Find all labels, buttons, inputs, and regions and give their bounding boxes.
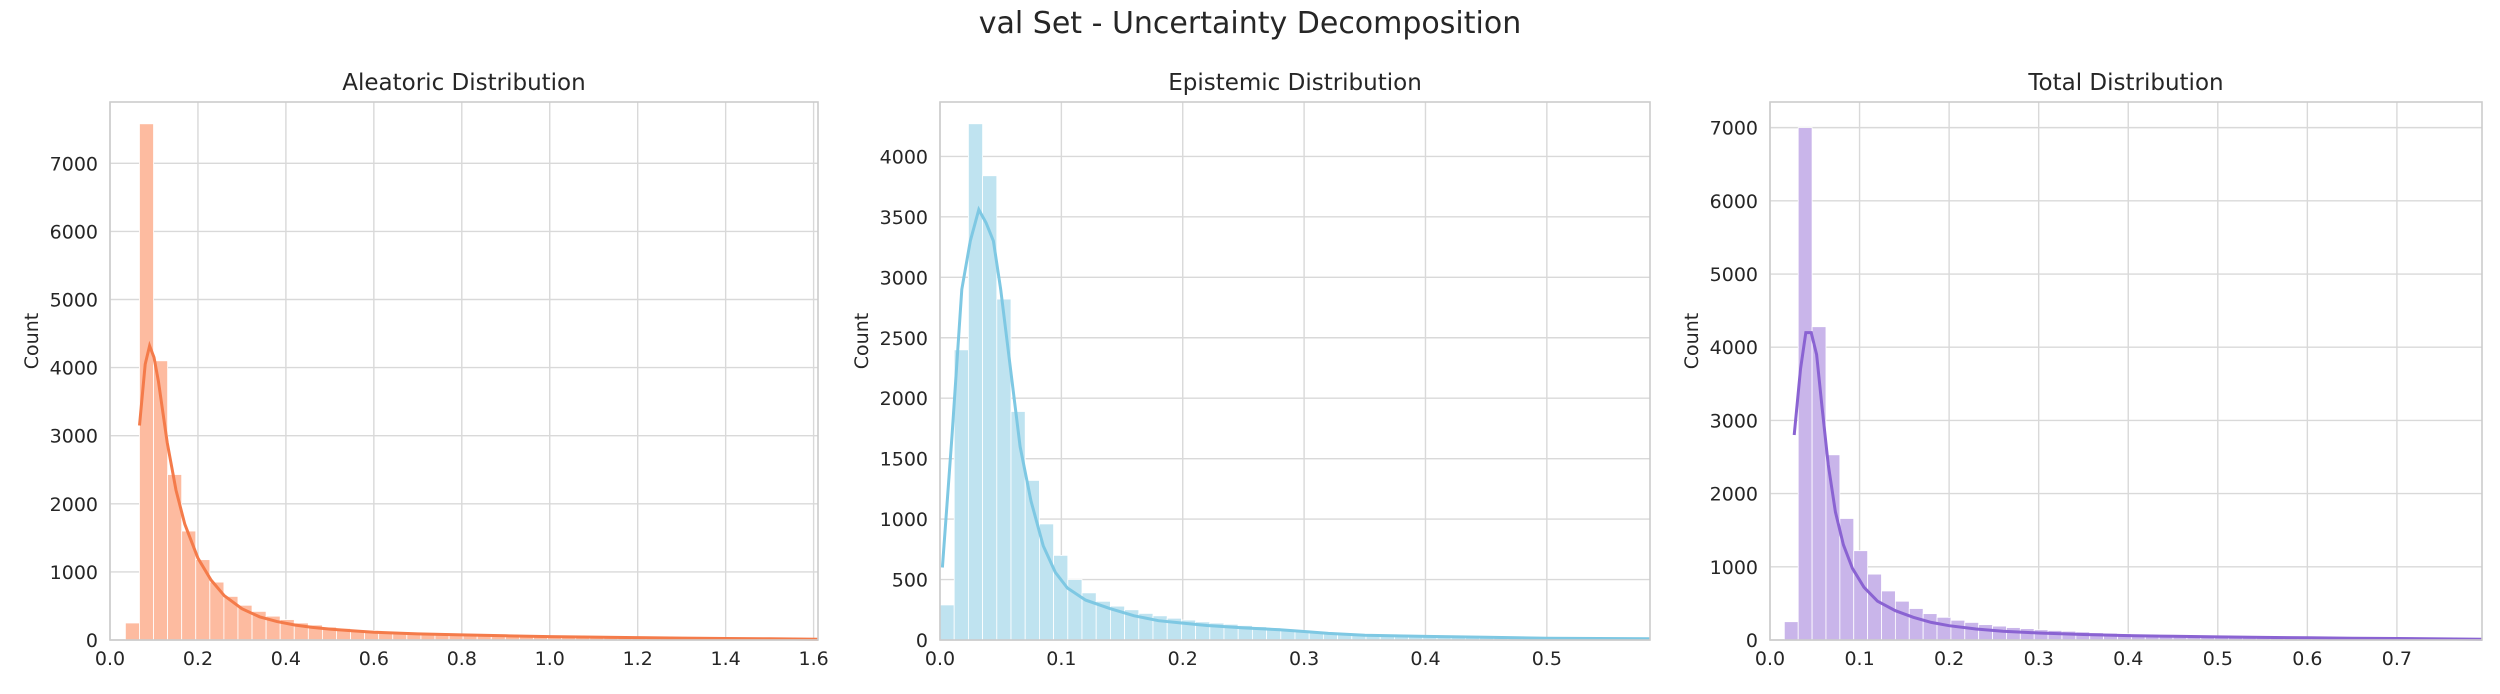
x-tick-label: 1.0	[535, 648, 565, 670]
subplot-title: Epistemic Distribution	[1168, 70, 1422, 96]
x-tick-label: 0.5	[1532, 648, 1562, 670]
x-tick-label: 1.4	[711, 648, 741, 670]
y-tick-label: 0	[1746, 630, 1758, 652]
aleatoric-histogram: 0.0 0.2 0.4 0.6 0.8 1.0 1.2 1.4 1.6 0 1000 2000 3000…	[21, 70, 829, 670]
histogram-bar	[1950, 619, 1966, 641]
kde-line	[1792, 331, 2483, 641]
x-tick-label: 1.2	[623, 648, 653, 670]
x-tick-label: 0.4	[271, 648, 301, 670]
y-tick-label: 6000	[1710, 191, 1758, 213]
y-tick-label: 1000	[1710, 557, 1758, 579]
bars	[1783, 127, 2479, 641]
y-tick-label: 6000	[50, 221, 98, 243]
x-tick-label: 0.2	[1168, 648, 1198, 670]
histogram-bar	[139, 123, 154, 641]
histogram-bar	[1922, 613, 1938, 641]
histogram-bar	[1964, 622, 1980, 641]
histogram-bar	[1053, 554, 1069, 641]
histogram-bar	[2033, 629, 2049, 641]
y-tick-label: 3500	[880, 207, 928, 229]
x-tick-label: 0.7	[2382, 648, 2412, 670]
subplot-title: Aleatoric Distribution	[342, 70, 585, 96]
bars	[124, 123, 816, 641]
histogram-bar	[1010, 411, 1026, 641]
x-tick-label: 0.6	[359, 648, 389, 670]
y-tick-label: 3000	[880, 267, 928, 289]
histogram-bar	[1894, 600, 1910, 641]
x-tick-label: 0.1	[1046, 648, 1076, 670]
histogram-bar	[2006, 627, 2021, 641]
histogram-bar	[1908, 608, 1924, 641]
y-tick-label: 2000	[50, 494, 98, 516]
y-tick-label: 2500	[880, 328, 928, 350]
histogram-bar	[1881, 590, 1896, 641]
plot-frame	[1769, 101, 2483, 641]
x-tick-label: 0.5	[2203, 648, 2233, 670]
y-tick-label: 4000	[50, 358, 98, 380]
y-tick-label: 1000	[50, 562, 98, 584]
figure-title: val Set - Uncertainty Decomposition	[978, 6, 1522, 41]
histogram-bar	[1978, 624, 1993, 641]
epistemic-histogram: 0.0 0.1 0.2 0.3 0.4 0.5 0 500 1000 1500 2000 2500 30…	[851, 70, 1651, 670]
x-tick-label: 0.6	[2292, 648, 2322, 670]
histogram-bar	[1825, 454, 1841, 641]
y-axis-label: Count	[851, 313, 873, 369]
x-tick-label: 0.0	[95, 648, 125, 670]
histogram-bar	[1867, 573, 1882, 641]
x-tick-label: 0.0	[1755, 648, 1785, 670]
y-tick-label: 4000	[1710, 337, 1758, 359]
y-tick-label: 7000	[1710, 118, 1758, 140]
histogram-bar	[967, 123, 983, 641]
histogram-bar	[1783, 621, 1799, 641]
y-axis-label: Count	[1681, 313, 1703, 369]
y-tick-label: 4000	[880, 146, 928, 168]
y-tick-label: 1000	[880, 509, 928, 531]
bars	[939, 123, 1637, 641]
y-tick-label: 3000	[50, 426, 98, 448]
x-tick-label: 0.2	[1934, 648, 1964, 670]
x-tick-label: 0.8	[447, 648, 477, 670]
x-tick-label: 0.3	[2024, 648, 2054, 670]
histogram-bar	[1853, 550, 1869, 641]
y-tick-label: 7000	[50, 153, 98, 175]
y-tick-label: 0	[916, 630, 928, 652]
subplot-title: Total Distribution	[2027, 70, 2223, 96]
x-tick-label: 0.4	[1410, 648, 1440, 670]
y-tick-label: 1500	[880, 449, 928, 471]
y-tick-label: 2000	[1710, 484, 1758, 506]
x-tick-label: 0.0	[925, 648, 955, 670]
total-histogram: 0.0 0.1 0.2 0.3 0.4 0.5 0.6 0.7 0 1000 2000 3000 400…	[1681, 70, 2483, 670]
histogram-bar	[1992, 625, 2007, 641]
histogram-bar	[1936, 616, 1952, 641]
y-tick-label: 2000	[880, 388, 928, 410]
histogram-bar	[124, 622, 140, 641]
grid	[109, 102, 818, 641]
x-tick-label: 0.4	[2113, 648, 2143, 670]
y-axis-label: Count	[21, 313, 43, 369]
grid	[1769, 102, 2482, 641]
x-tick-label: 0.3	[1289, 648, 1319, 670]
x-tick-label: 0.2	[183, 648, 213, 670]
y-tick-label: 5000	[1710, 264, 1758, 286]
kde-line	[138, 340, 819, 641]
y-tick-label: 500	[892, 570, 928, 592]
kde-line	[940, 205, 1651, 641]
plot-frame	[939, 101, 1651, 641]
y-tick-label: 0	[86, 630, 98, 652]
y-tick-label: 5000	[50, 289, 98, 311]
y-tick-label: 3000	[1710, 410, 1758, 432]
plot-frame	[109, 101, 819, 641]
histogram-bar	[939, 604, 955, 641]
x-tick-label: 0.1	[1844, 648, 1874, 670]
x-tick-label: 1.6	[798, 648, 828, 670]
histogram-bar	[2019, 628, 2035, 641]
